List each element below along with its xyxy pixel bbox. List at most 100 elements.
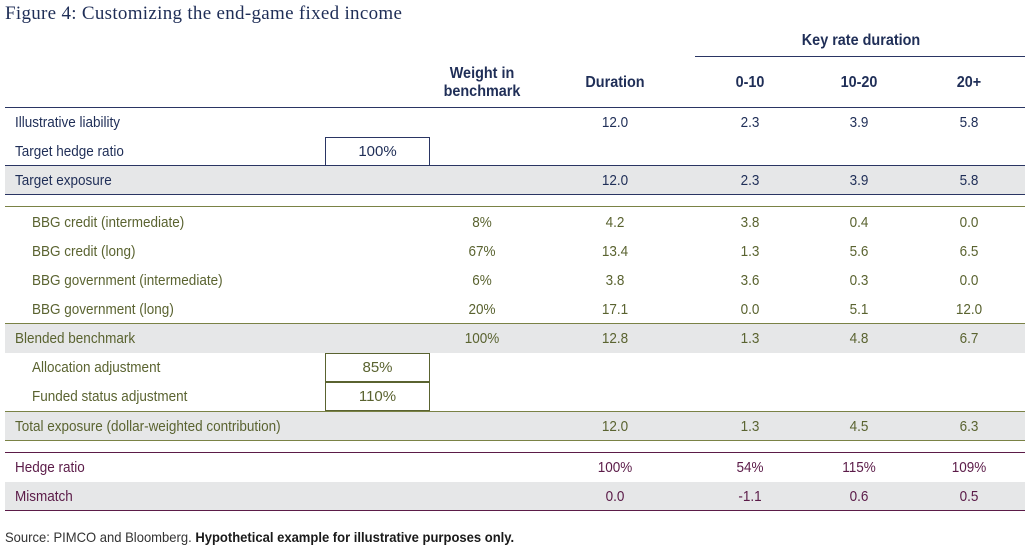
col-header-duration: Duration	[585, 74, 645, 91]
row-label: Funded status adjustment	[32, 388, 188, 405]
row-bbg-credit-intermediate: BBG credit (intermediate) 8% 4.2 3.8 0.4…	[5, 208, 1025, 237]
krd-0-10-value: 1.3	[740, 418, 760, 435]
row-total-exposure: Total exposure (dollar-weighted contribu…	[5, 412, 1025, 441]
krd-20-plus-value: 6.3	[959, 418, 979, 435]
row-bbg-government-intermediate: BBG government (intermediate) 6% 3.8 3.6…	[5, 266, 1025, 295]
row-label: BBG government (intermediate)	[32, 272, 223, 289]
source-disclaimer: Hypothetical example for illustrative pu…	[195, 529, 515, 545]
krd-20-plus-value: 5.8	[959, 172, 979, 189]
band-blended-benchmark	[5, 324, 1025, 353]
duration-value: 12.0	[601, 172, 629, 189]
krd-20-plus-value: 0.0	[959, 272, 979, 289]
figure-title: Figure 4: Customizing the end-game fixed…	[5, 3, 403, 24]
duration-value: 12.0	[601, 114, 629, 131]
rule-target-exposure-top	[5, 165, 1025, 166]
rule-blended-top	[5, 323, 1025, 324]
row-label: Mismatch	[15, 488, 73, 505]
weight-value: 20%	[468, 301, 496, 318]
source-note: Source: PIMCO and Bloomberg. Hypothetica…	[5, 529, 514, 545]
duration-value: 17.1	[601, 301, 629, 318]
krd-10-20-value: 0.4	[849, 214, 869, 231]
row-label: Allocation adjustment	[32, 359, 161, 376]
funded-status-adjustment-input[interactable]: 110%	[325, 382, 430, 411]
weight-value: 67%	[468, 243, 496, 260]
krd-10-20-value: 115%	[842, 459, 876, 476]
row-label: BBG credit (intermediate)	[32, 214, 185, 231]
krd-0-10-value: 2.3	[740, 114, 760, 131]
row-allocation-adjustment: Allocation adjustment	[5, 353, 1025, 382]
krd-10-20-value: 4.8	[849, 330, 869, 347]
row-funded-status-adjustment: Funded status adjustment	[5, 382, 1025, 411]
krd-0-10-value: 2.3	[740, 172, 760, 189]
row-target-exposure: Target exposure 12.0 2.3 3.9 5.8	[5, 166, 1025, 195]
krd-10-20-value: 0.3	[849, 272, 869, 289]
krd-10-20-value: 3.9	[849, 172, 869, 189]
rule-table-bottom	[5, 510, 1025, 511]
weight-value: 100%	[464, 330, 500, 347]
row-mismatch: Mismatch 0.0 -1.1 0.6 0.5	[5, 482, 1025, 511]
row-illustrative-liability: Illustrative liability 12.0 2.3 3.9 5.8	[5, 108, 1025, 137]
duration-value: 0.0	[605, 488, 625, 505]
krd-10-20-value: 3.9	[849, 114, 869, 131]
krd-20-plus-value: 6.7	[959, 330, 979, 347]
duration-value: 12.0	[601, 418, 629, 435]
duration-value: 3.8	[605, 272, 625, 289]
row-blended-benchmark: Blended benchmark 100% 12.8 1.3 4.8 6.7	[5, 324, 1025, 353]
duration-value: 13.4	[601, 243, 629, 260]
row-label: Target exposure	[15, 172, 112, 189]
col-header-weight: Weight in benchmark	[437, 65, 527, 101]
krd-10-20-value: 5.6	[849, 243, 869, 260]
rule-components-top	[5, 206, 1025, 207]
rule-hedge-top	[5, 452, 1025, 453]
band-total-exposure	[5, 412, 1025, 440]
col-header-krd-20-plus: 20+	[956, 74, 982, 91]
row-label: Blended benchmark	[15, 330, 136, 347]
row-label: Hedge ratio	[15, 459, 85, 476]
row-bbg-government-long: BBG government (long) 20% 17.1 0.0 5.1 1…	[5, 295, 1025, 324]
row-hedge-ratio: Hedge ratio 100% 54% 115% 109%	[5, 453, 1025, 482]
krd-0-10-value: 3.8	[740, 214, 760, 231]
row-label: BBG government (long)	[32, 301, 174, 318]
krd-20-plus-value: 12.0	[955, 301, 983, 318]
krd-10-20-value: 4.5	[849, 418, 869, 435]
col-header-krd-0-10: 0-10	[735, 74, 765, 91]
row-label: Target hedge ratio	[15, 143, 124, 160]
duration-value: 12.8	[601, 330, 629, 347]
rule-target-exposure-bottom	[5, 194, 1025, 195]
krd-0-10-value: 1.3	[740, 243, 760, 260]
row-label: Total exposure (dollar-weighted contribu…	[15, 418, 281, 435]
krd-20-plus-value: 0.0	[959, 214, 979, 231]
col-header-weight-line2: benchmark	[443, 83, 521, 100]
weight-value: 8%	[472, 214, 492, 231]
source-text: Source: PIMCO and Bloomberg.	[5, 529, 196, 545]
weight-value: 6%	[472, 272, 492, 289]
krd-0-10-value: 0.0	[740, 301, 760, 318]
row-bbg-credit-long: BBG credit (long) 67% 13.4 1.3 5.6 6.5	[5, 237, 1025, 266]
krd-20-plus-value: 0.5	[959, 488, 979, 505]
krd-0-10-value: -1.1	[738, 488, 762, 505]
rule-header-bottom	[5, 107, 1025, 108]
rule-total-top	[5, 411, 1025, 412]
target-hedge-ratio-input[interactable]: 100%	[325, 137, 430, 166]
duration-value: 4.2	[605, 214, 625, 231]
col-header-krd-10-20: 10-20	[840, 74, 878, 91]
krd-20-plus-value: 5.8	[959, 114, 979, 131]
duration-value: 100%	[597, 459, 633, 476]
krd-20-plus-value: 109%	[951, 459, 987, 476]
band-mismatch	[5, 482, 1025, 510]
allocation-adjustment-input[interactable]: 85%	[325, 353, 430, 382]
band-target-exposure	[5, 166, 1025, 194]
krd-20-plus-value: 6.5	[959, 243, 979, 260]
row-label: BBG credit (long)	[32, 243, 136, 260]
krd-0-10-value: 3.6	[740, 272, 760, 289]
key-rate-duration-header: Key rate duration	[801, 32, 921, 49]
krd-0-10-value: 54%	[736, 459, 764, 476]
key-rate-header-rule	[695, 56, 1025, 57]
krd-0-10-value: 1.3	[740, 330, 760, 347]
rule-total-bottom	[5, 440, 1025, 441]
krd-10-20-value: 5.1	[849, 301, 869, 318]
krd-10-20-value: 0.6	[849, 488, 869, 505]
col-header-weight-line1: Weight in	[449, 65, 515, 82]
row-target-hedge-ratio: Target hedge ratio	[5, 137, 1025, 166]
row-label: Illustrative liability	[15, 114, 121, 131]
